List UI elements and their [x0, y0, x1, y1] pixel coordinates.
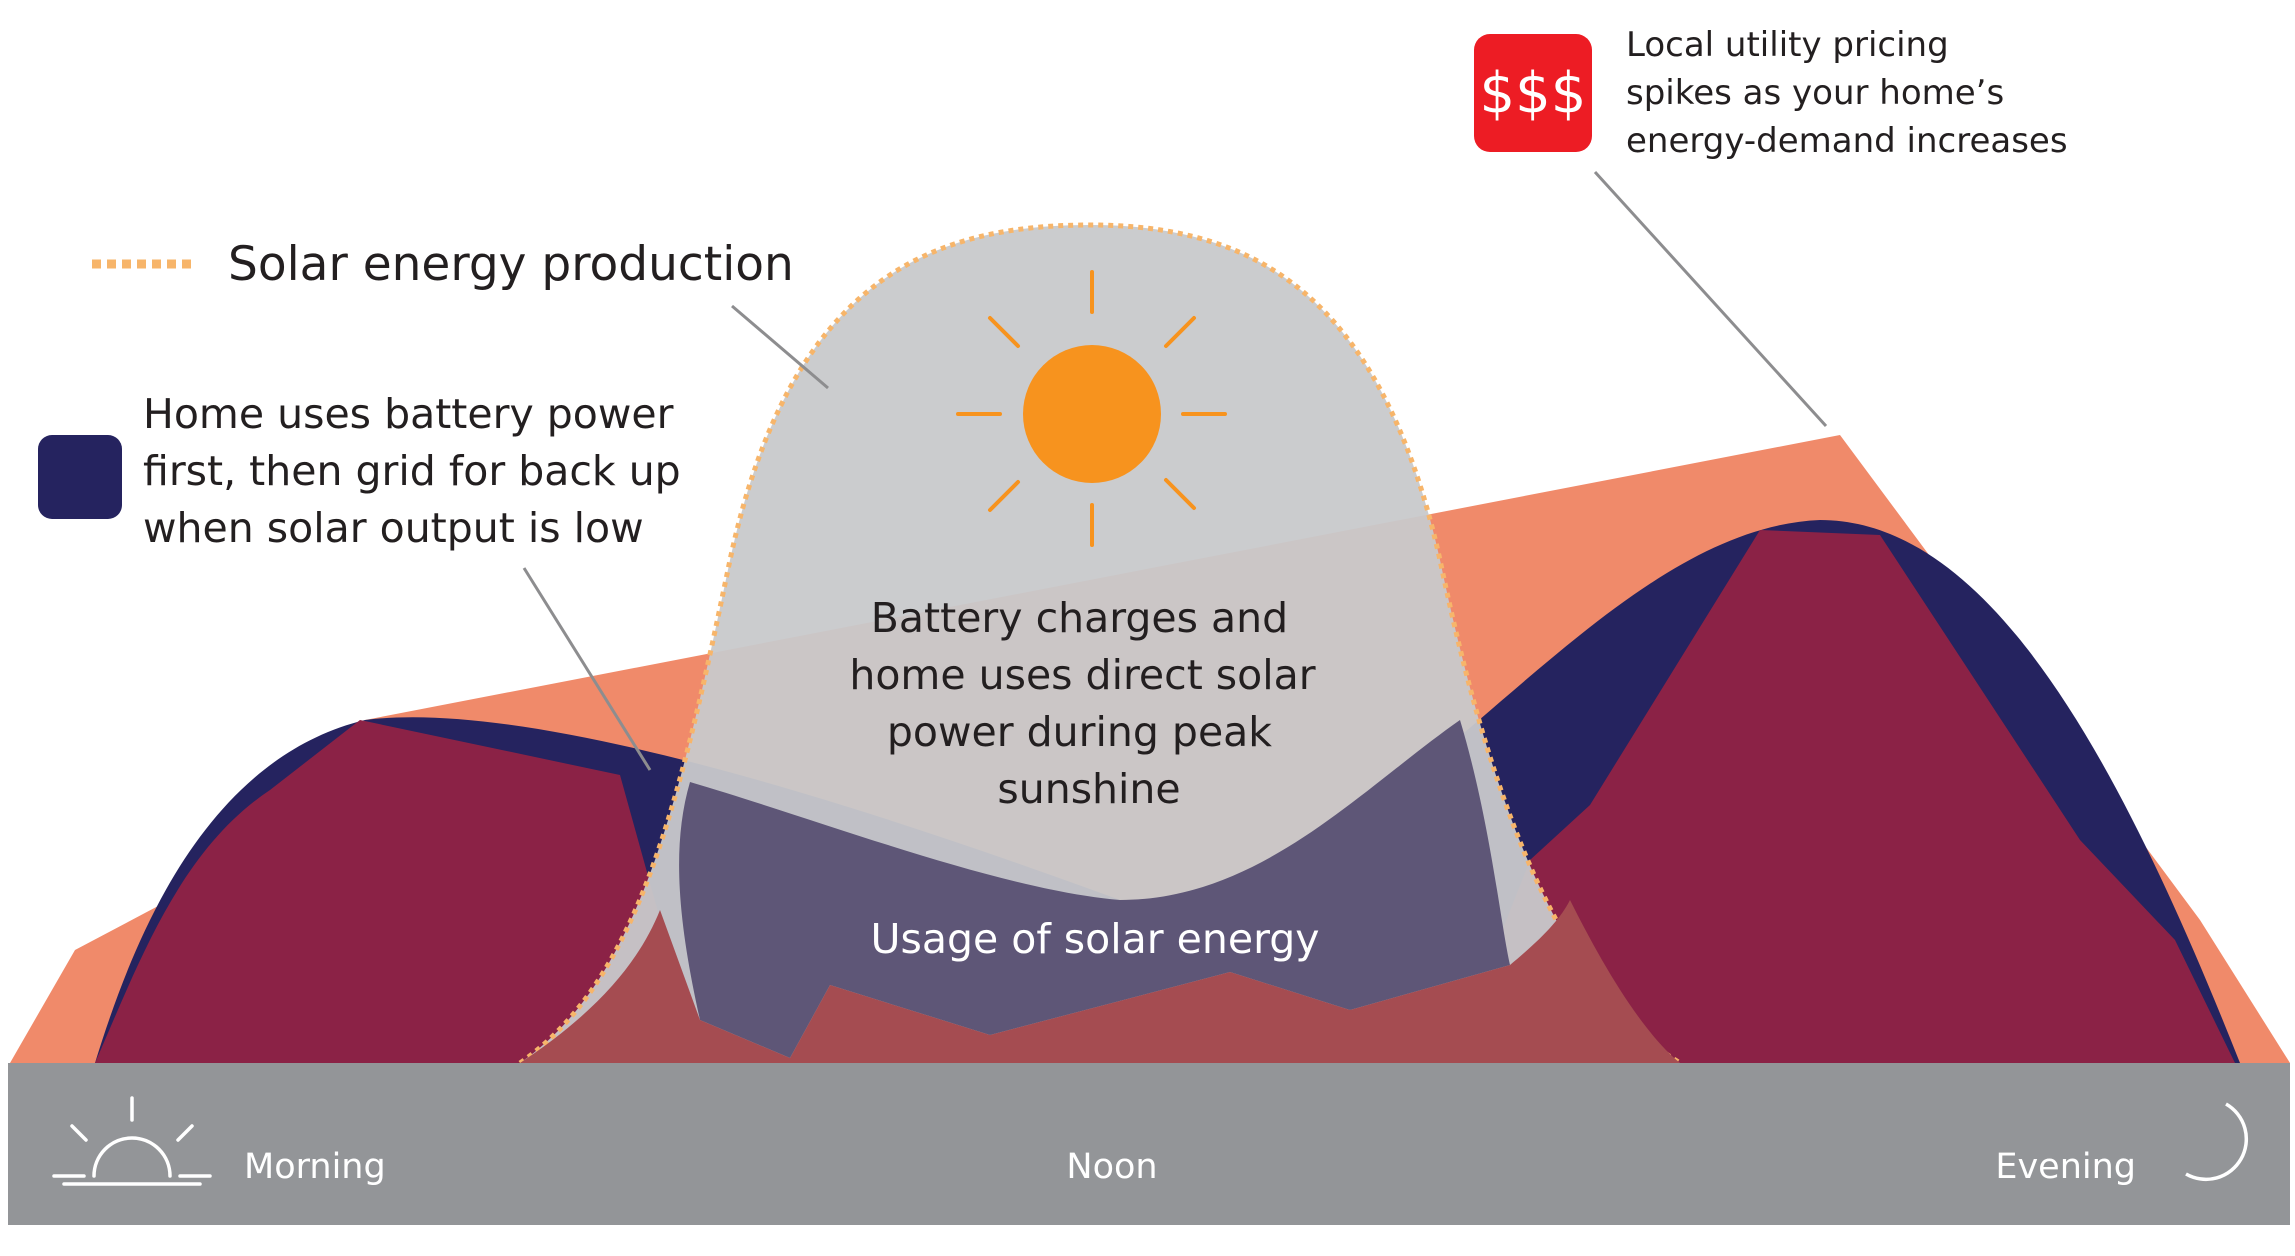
- battery-charge-text: Battery charges and home uses direct sol…: [849, 594, 1328, 813]
- usage-of-solar-overlap: [679, 720, 1510, 1058]
- solar-production-outline: [518, 222, 1682, 1066]
- pricing-badge: $$$: [1474, 34, 1592, 152]
- battery-legend-text: Home uses battery power first, then grid…: [143, 390, 694, 552]
- home-demand-area: [95, 720, 700, 1063]
- moon-icon: [2185, 1102, 2249, 1182]
- pricing-leader-line: [1593, 170, 1828, 428]
- pricing-text: Local utility pricing spikes as your hom…: [1626, 25, 2068, 161]
- pricing-overlap-band: [520, 900, 1680, 1063]
- timeline-noon: Noon: [1066, 1147, 1157, 1187]
- solar-leader-line: [731, 304, 829, 390]
- sun-icon: [956, 270, 1227, 547]
- timeline-morning: Morning: [244, 1147, 386, 1187]
- pricing-badge-label: $$$: [1480, 61, 1587, 126]
- battery-leader-line: [522, 567, 652, 771]
- usage-of-solar-label: Usage of solar energy: [870, 915, 1319, 963]
- timeline-evening: Evening: [1995, 1147, 2136, 1187]
- sunrise-icon: [52, 1096, 212, 1186]
- home-demand-area-right: [1450, 530, 2235, 1063]
- battery-legend-swatch: [38, 435, 122, 519]
- solar-legend-label: Solar energy production: [228, 237, 794, 292]
- timeline-bar: [8, 1063, 2290, 1225]
